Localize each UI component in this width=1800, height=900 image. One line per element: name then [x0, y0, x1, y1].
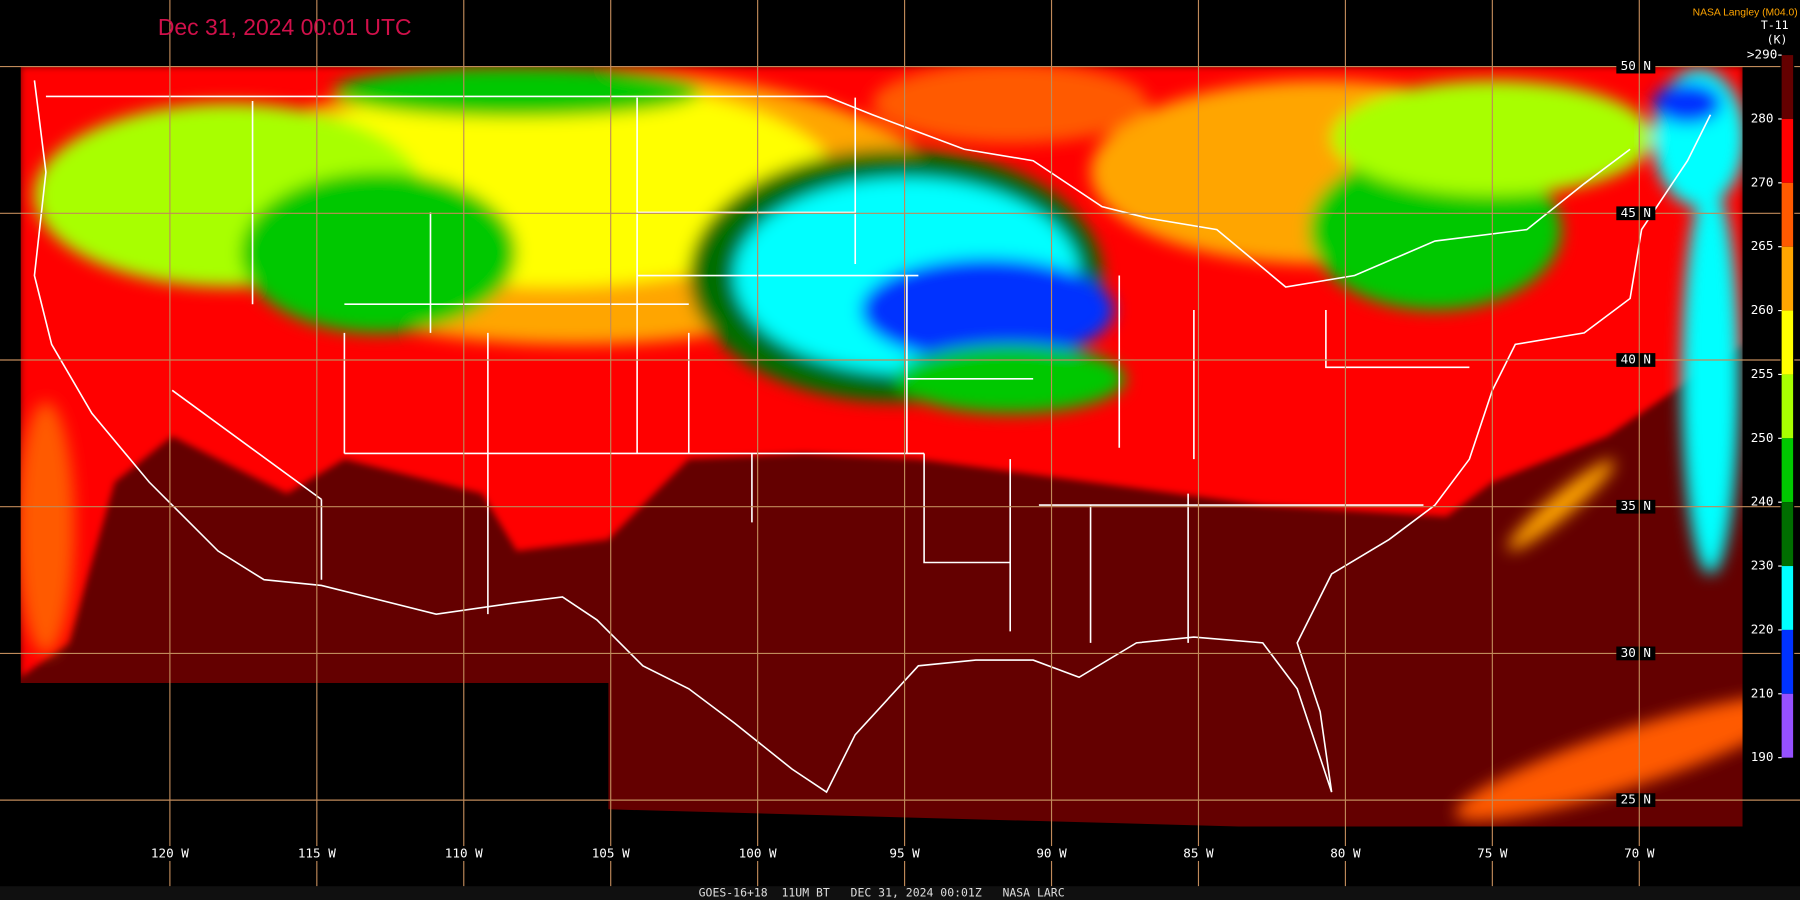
colorbar-label: 240 — [1751, 494, 1774, 509]
title: Dec 31, 2024 00:01 UTC — [158, 14, 412, 40]
colorbar-label: 230 — [1751, 558, 1774, 573]
latitude-label: 40 N — [1621, 352, 1651, 367]
longitude-label-bg — [590, 846, 632, 861]
longitude-label-bg — [1177, 846, 1220, 861]
longitude-label-bg — [149, 846, 191, 861]
latitude-label-bg — [1616, 353, 1656, 367]
longitude-label-bg — [296, 846, 338, 861]
latitude-label-bg — [1616, 59, 1656, 74]
colorbar-swatch — [1781, 246, 1794, 311]
colorbar-label: 260 — [1751, 302, 1774, 317]
colorbar-swatch — [1781, 629, 1794, 694]
longitude-label: 75 W — [1477, 846, 1508, 861]
latitude-label: 30 N — [1621, 645, 1651, 660]
latitude-label-bg — [1616, 793, 1656, 808]
colorbar-swatch — [1781, 438, 1794, 503]
latitude-label-bg — [1616, 206, 1656, 221]
latitude-label: 50 N — [1621, 58, 1651, 73]
footer-bar — [0, 886, 1800, 900]
colorbar-swatch — [1781, 55, 1794, 119]
longitude-label: 110 W — [445, 846, 483, 861]
colorbar-swatch — [1781, 310, 1794, 375]
colorbar-swatch — [1781, 374, 1794, 439]
colorbar-swatch — [1781, 693, 1794, 758]
colorbar-label: >290 — [1747, 47, 1777, 62]
latitude-label: 25 N — [1621, 792, 1651, 807]
longitude-label: 70 W — [1624, 846, 1655, 861]
longitude-label: 105 W — [592, 846, 630, 861]
longitude-label-bg — [1324, 846, 1367, 861]
credit: NASA Langley (M04.0) — [1693, 7, 1798, 18]
colorbar-swatch — [1781, 502, 1794, 567]
colorbar-label: 270 — [1751, 174, 1774, 189]
latitude-label: 35 N — [1621, 498, 1651, 513]
colorbar-swatch — [1781, 118, 1794, 183]
longitude-label-bg — [883, 846, 926, 861]
colorbar-label: 220 — [1751, 621, 1774, 636]
legend-title: T-11 — [1761, 18, 1789, 32]
colorbar-swatch — [1781, 566, 1794, 630]
longitude-label: 115 W — [298, 846, 336, 861]
colorbar-label: 250 — [1751, 430, 1774, 445]
longitude-label: 85 W — [1183, 846, 1214, 861]
longitude-label-bg — [443, 846, 485, 861]
colorbar-label: 255 — [1751, 366, 1774, 381]
latitude-label-bg — [1616, 499, 1656, 514]
latitude-label: 45 N — [1621, 205, 1651, 220]
legend-unit: (K) — [1767, 33, 1788, 47]
longitude-label: 95 W — [889, 846, 920, 861]
colorbar-label: 280 — [1751, 110, 1774, 125]
longitude-label: 120 W — [151, 846, 189, 861]
longitude-label: 80 W — [1330, 846, 1361, 861]
colorbar-label: 210 — [1751, 685, 1774, 700]
colorbar-swatch — [1781, 182, 1794, 247]
longitude-label-bg — [1471, 846, 1514, 861]
colorbar-label: 190 — [1751, 749, 1774, 764]
longitude-label: 90 W — [1036, 846, 1067, 861]
boundaries — [33, 80, 1712, 794]
latitude-label-bg — [1616, 646, 1656, 661]
colorbar-label: 265 — [1751, 238, 1774, 253]
footer: GOES-16+18 11UM BT DEC 31, 2024 00:01Z N… — [699, 886, 1065, 900]
longitude-label-bg — [1030, 846, 1073, 861]
longitude-label: 100 W — [739, 846, 777, 861]
longitude-label-bg — [1618, 846, 1660, 861]
longitude-label-bg — [736, 846, 779, 861]
legend: >290 280 270 265 260 255 250 240 230 220 210 190 — [1747, 47, 1794, 764]
